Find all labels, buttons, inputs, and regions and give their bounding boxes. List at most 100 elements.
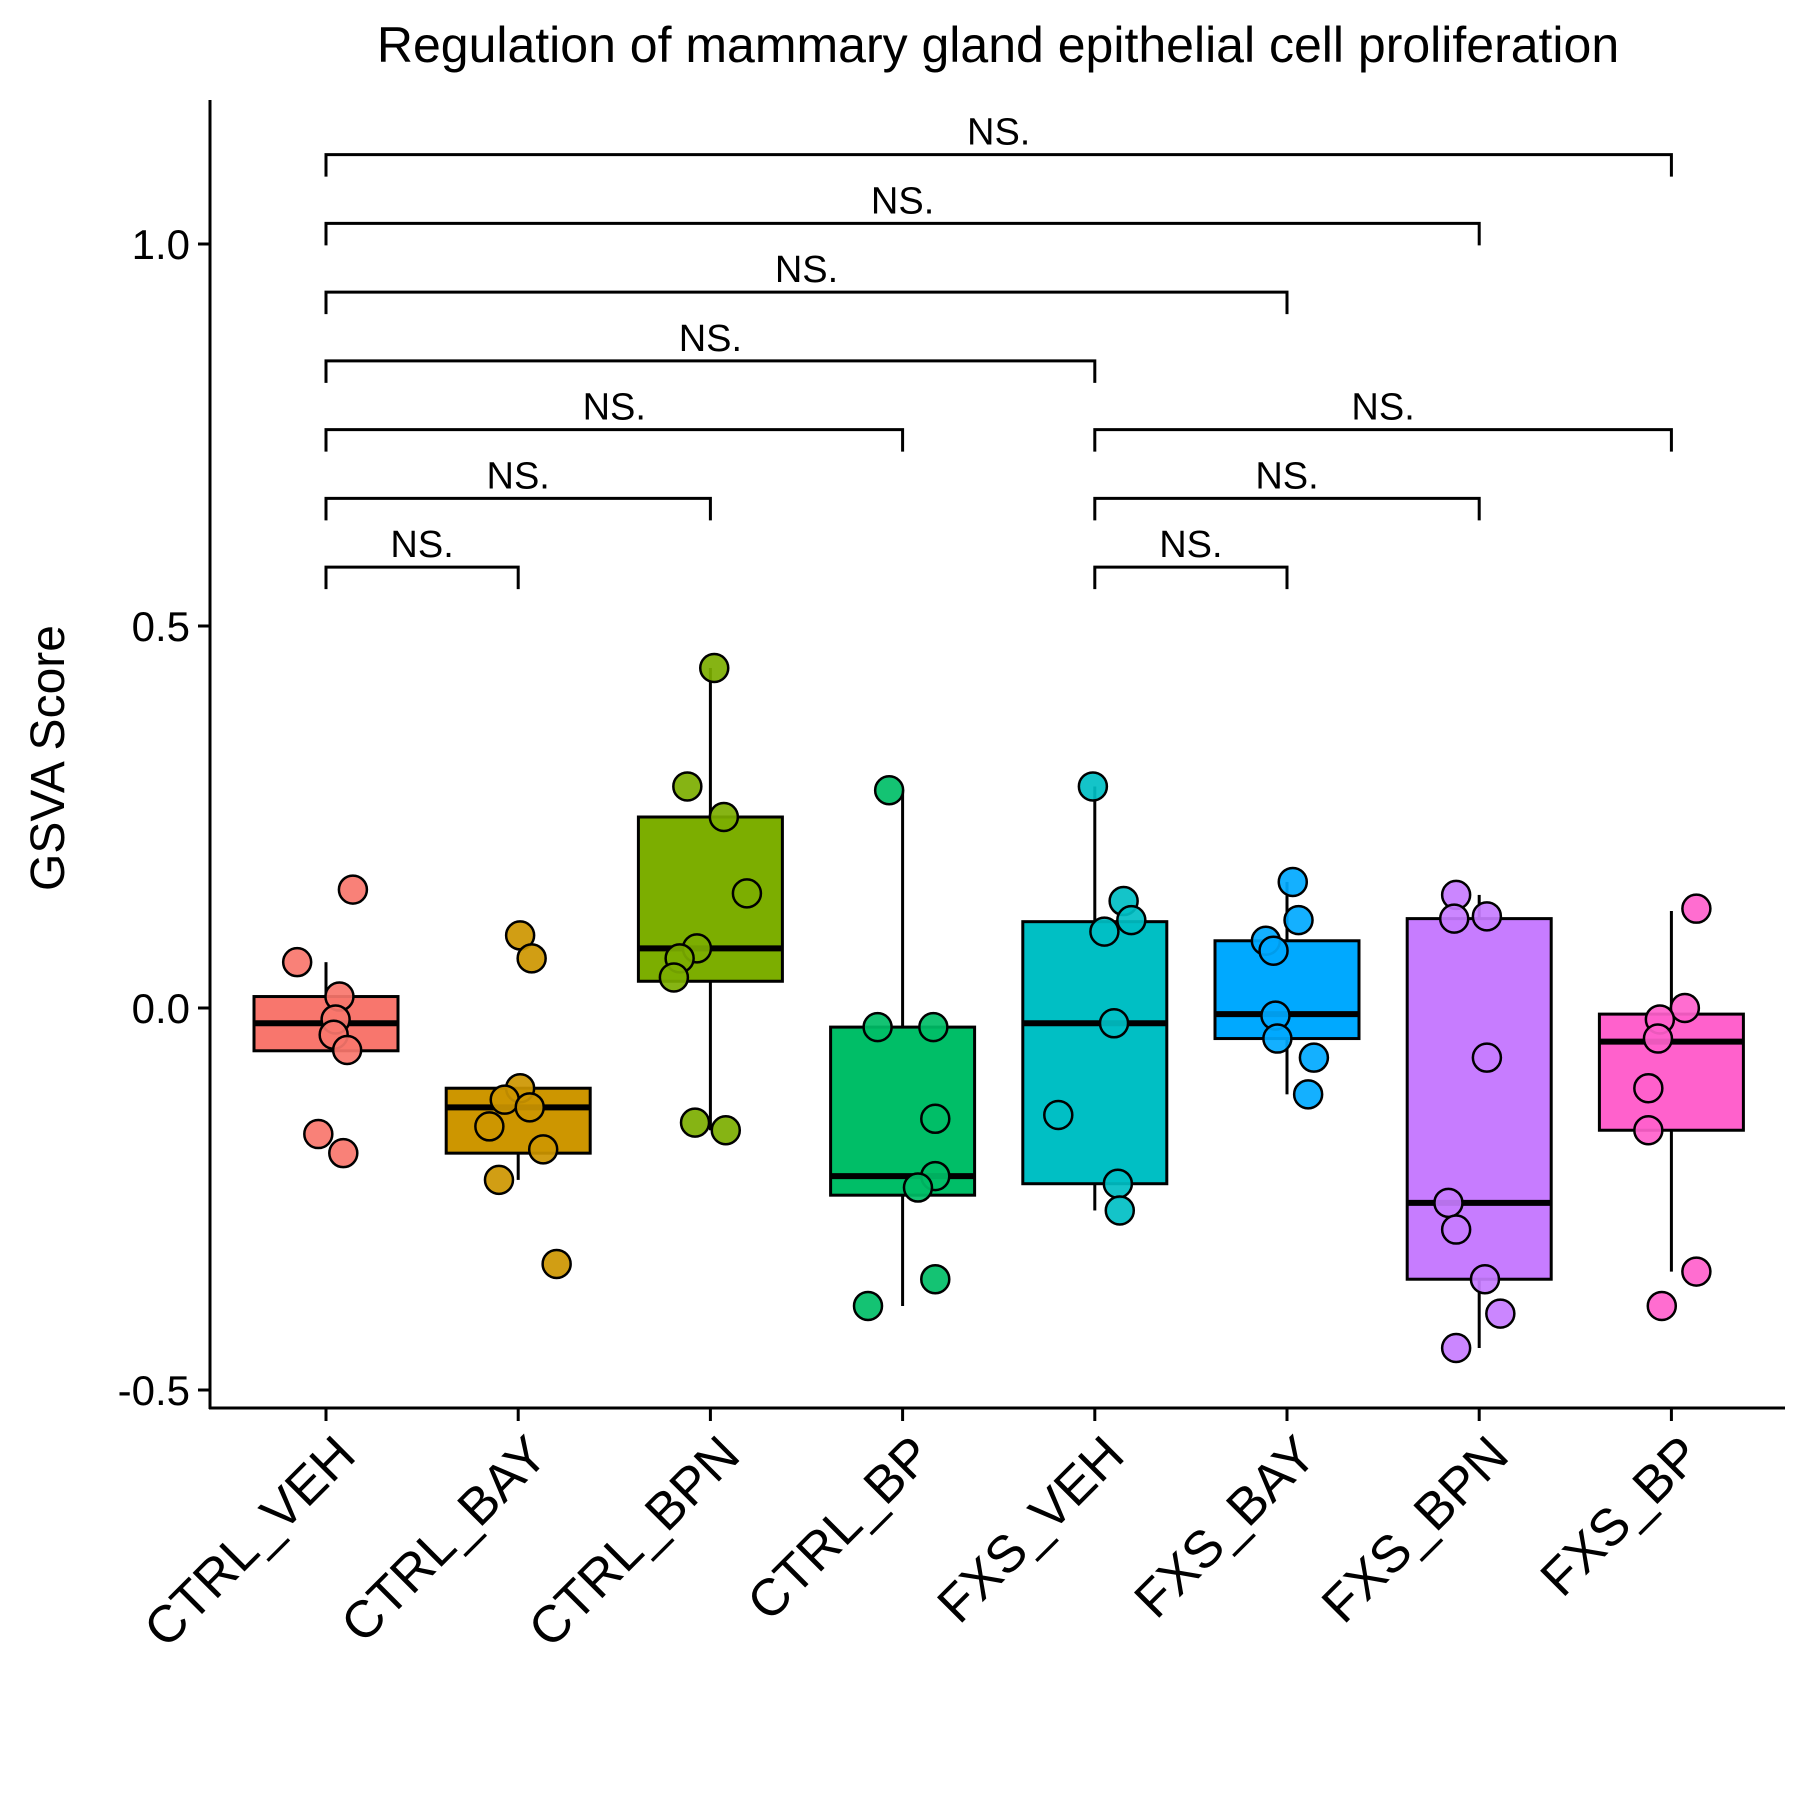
data-point-FXS_BPN [1440, 1214, 1472, 1245]
data-point-CTRL_BP [920, 1263, 951, 1295]
data-point-FXS_BP [1681, 1256, 1712, 1287]
data-point-FXS_BAY [1283, 904, 1314, 936]
comparison-CTRL_VEH-FXS_VEH: NS. [324, 318, 1097, 383]
box-body [1405, 917, 1553, 1281]
data-point-FXS_BP [1633, 1114, 1664, 1146]
box-FXS_VEH [1021, 786, 1169, 1211]
data-point-FXS_BPN [1471, 901, 1503, 932]
comparison-CTRL_VEH-CTRL_BPN: NS. [324, 455, 712, 521]
x-tick-label: FXS_BAY [1124, 1425, 1328, 1629]
comparison-FXS_VEH-FXS_BPN: NS. [1093, 455, 1481, 521]
data-point-CTRL_BAY [514, 1092, 545, 1123]
data-point-CTRL_BAY [516, 943, 547, 974]
bracket-line [324, 428, 905, 452]
data-points [281, 652, 1712, 1364]
data-point-CTRL_BPN [710, 1114, 742, 1146]
data-point-FXS_BP [1633, 1072, 1664, 1104]
significance-label: NS. [1255, 455, 1318, 497]
x-tick-label: FXS_VEH [927, 1425, 1136, 1634]
data-point-CTRL_BAY [483, 1164, 515, 1196]
data-point-CTRL_BAY [474, 1111, 505, 1142]
data-point-CTRL_BAY [489, 1084, 520, 1115]
comparison-CTRL_VEH-CTRL_BP: NS. [324, 387, 905, 452]
y-tick-label: 1.0 [132, 221, 190, 268]
bracket-line [324, 359, 1097, 383]
data-point-FXS_VEH [1043, 1099, 1074, 1131]
data-point-CTRL_BPN [708, 801, 740, 833]
data-point-FXS_BP [1642, 1023, 1674, 1054]
x-tick-label: CTRL_BPN [518, 1425, 751, 1658]
data-point-CTRL_BP [920, 1103, 951, 1135]
comparison-FXS_VEH-FXS_BAY: NS. [1093, 524, 1289, 590]
y-tick-label: 0.5 [132, 603, 190, 650]
data-point-FXS_VEH [1089, 916, 1120, 947]
bracket-line [324, 153, 1673, 177]
data-point-FXS_BPN [1433, 1187, 1464, 1219]
y-tick-label: -0.5 [118, 1367, 190, 1414]
data-point-FXS_BAY [1262, 1023, 1293, 1054]
bracket-line [324, 221, 1481, 246]
box-FXS_BP [1597, 910, 1745, 1272]
data-point-FXS_BAY [1277, 866, 1309, 898]
data-point-FXS_BPN [1438, 903, 1470, 934]
comparison-CTRL_VEH-FXS_BAY: NS. [324, 249, 1289, 315]
significance-label: NS. [775, 249, 838, 291]
data-point-CTRL_BAY [527, 1134, 559, 1165]
data-point-CTRL_BPN [731, 878, 763, 909]
box-FXS_BPN [1405, 894, 1553, 1348]
significance-label: NS. [583, 387, 646, 429]
data-point-FXS_VEH [1098, 1008, 1130, 1039]
data-point-CTRL_BPN [672, 771, 703, 802]
y-tick-label: 0.0 [132, 985, 190, 1032]
chart-title: Regulation of mammary gland epithelial c… [377, 17, 1619, 73]
significance-brackets: NS. NS. NS. NS. NS. NS. NS. NS. NS. NS. [324, 112, 1673, 590]
data-point-FXS_BP [1669, 992, 1701, 1024]
data-point-CTRL_VEH [337, 874, 369, 905]
bracket-line [324, 565, 520, 590]
data-point-FXS_BAY [1292, 1079, 1324, 1110]
significance-label: NS. [871, 180, 934, 222]
significance-label: NS. [967, 112, 1030, 154]
significance-label: NS. [679, 318, 742, 360]
data-point-FXS_VEH [1104, 1195, 1136, 1226]
data-point-CTRL_VEH [328, 1137, 359, 1169]
comparison-CTRL_VEH-CTRL_BAY: NS. [324, 524, 520, 590]
bracket-line [1093, 565, 1289, 590]
data-point-CTRL_BPN [679, 1107, 711, 1138]
significance-label: NS. [487, 455, 550, 497]
x-tick-label: FXS_BPN [1311, 1425, 1520, 1634]
significance-label: NS. [390, 524, 453, 566]
data-point-FXS_BP [1681, 893, 1712, 924]
data-point-CTRL_BP [862, 1011, 893, 1043]
box-body [1021, 920, 1169, 1186]
boxes [252, 668, 1745, 1348]
data-point-FXS_BPN [1485, 1298, 1516, 1329]
significance-label: NS. [1159, 524, 1222, 566]
data-point-FXS_BPN [1440, 1332, 1472, 1364]
significance-label: NS. [1351, 387, 1414, 429]
data-point-FXS_BAY [1258, 935, 1289, 966]
comparison-CTRL_VEH-FXS_BPN: NS. [324, 180, 1481, 246]
data-point-CTRL_VEH [281, 946, 313, 978]
box-body [829, 1025, 977, 1197]
data-point-CTRL_VEH [303, 1118, 334, 1150]
bracket-line [324, 496, 712, 521]
data-point-FXS_BPN [1471, 1042, 1503, 1073]
x-tick-label: CTRL_VEH [133, 1425, 366, 1658]
bracket-line [324, 290, 1289, 315]
box-CTRL_BP [829, 790, 977, 1306]
data-point-FXS_VEH [1077, 771, 1109, 802]
data-point-CTRL_BAY [541, 1248, 572, 1280]
comparison-FXS_VEH-FXS_BP: NS. [1093, 387, 1673, 452]
data-point-CTRL_BPN [658, 962, 690, 993]
y-axis-title: GSVA Score [22, 625, 75, 891]
x-tick-label: FXS_BP [1530, 1425, 1712, 1607]
data-point-FXS_BPN [1469, 1263, 1501, 1295]
data-point-CTRL_VEH [331, 1034, 363, 1066]
data-point-FXS_VEH [1116, 904, 1147, 936]
data-point-FXS_VEH [1102, 1168, 1134, 1199]
data-point-CTRL_BPN [698, 652, 730, 684]
data-point-CTRL_BP [873, 775, 905, 806]
bracket-line [1093, 496, 1481, 521]
bracket-line [1093, 428, 1673, 452]
